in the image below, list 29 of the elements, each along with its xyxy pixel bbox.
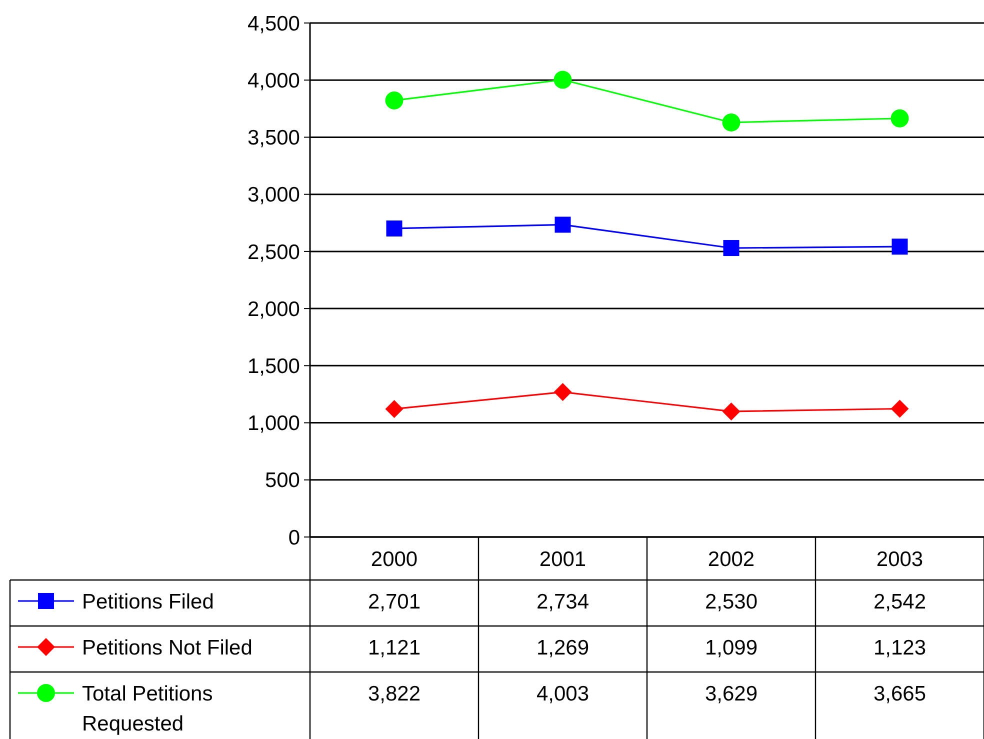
data-label: 2,734 — [536, 590, 590, 614]
data-label: 2,701 — [368, 590, 421, 614]
data-label: 1,269 — [536, 636, 590, 660]
y-tick-label: 4,000 — [247, 69, 300, 92]
data-label: 1,099 — [704, 636, 758, 660]
y-tick-label: 2,000 — [247, 298, 300, 321]
y-tick-label: 3,000 — [247, 184, 300, 207]
legend-label: Petitions Not Filed — [82, 636, 252, 660]
y-tick-label: 1,500 — [247, 355, 300, 378]
data-label: 3,665 — [873, 682, 926, 706]
data-label: 1,121 — [368, 636, 421, 660]
data-label: 4,003 — [536, 682, 590, 706]
y-tick-label: 1,000 — [247, 412, 300, 436]
x-tick-label: 2001 — [539, 548, 586, 571]
y-tick-label: 500 — [264, 469, 300, 492]
y-tick-label: 3,500 — [247, 126, 300, 150]
x-tick-label: 2003 — [876, 548, 924, 571]
legend-label: Total Petitions Requested — [82, 682, 213, 736]
data-label: 3,822 — [368, 682, 421, 706]
x-tick-label: 2000 — [370, 548, 418, 571]
data-label: 2,530 — [704, 590, 758, 614]
data-label: 3,629 — [704, 682, 758, 706]
y-tick-label: 0 — [288, 526, 300, 550]
data-label: 1,123 — [873, 636, 926, 660]
x-tick-label: 2002 — [708, 548, 755, 571]
legend-label: Petitions Filed — [82, 590, 214, 614]
y-tick-label: 4,500 — [247, 12, 300, 36]
y-tick-label: 2,500 — [247, 240, 300, 264]
data-label: 2,542 — [873, 590, 926, 614]
